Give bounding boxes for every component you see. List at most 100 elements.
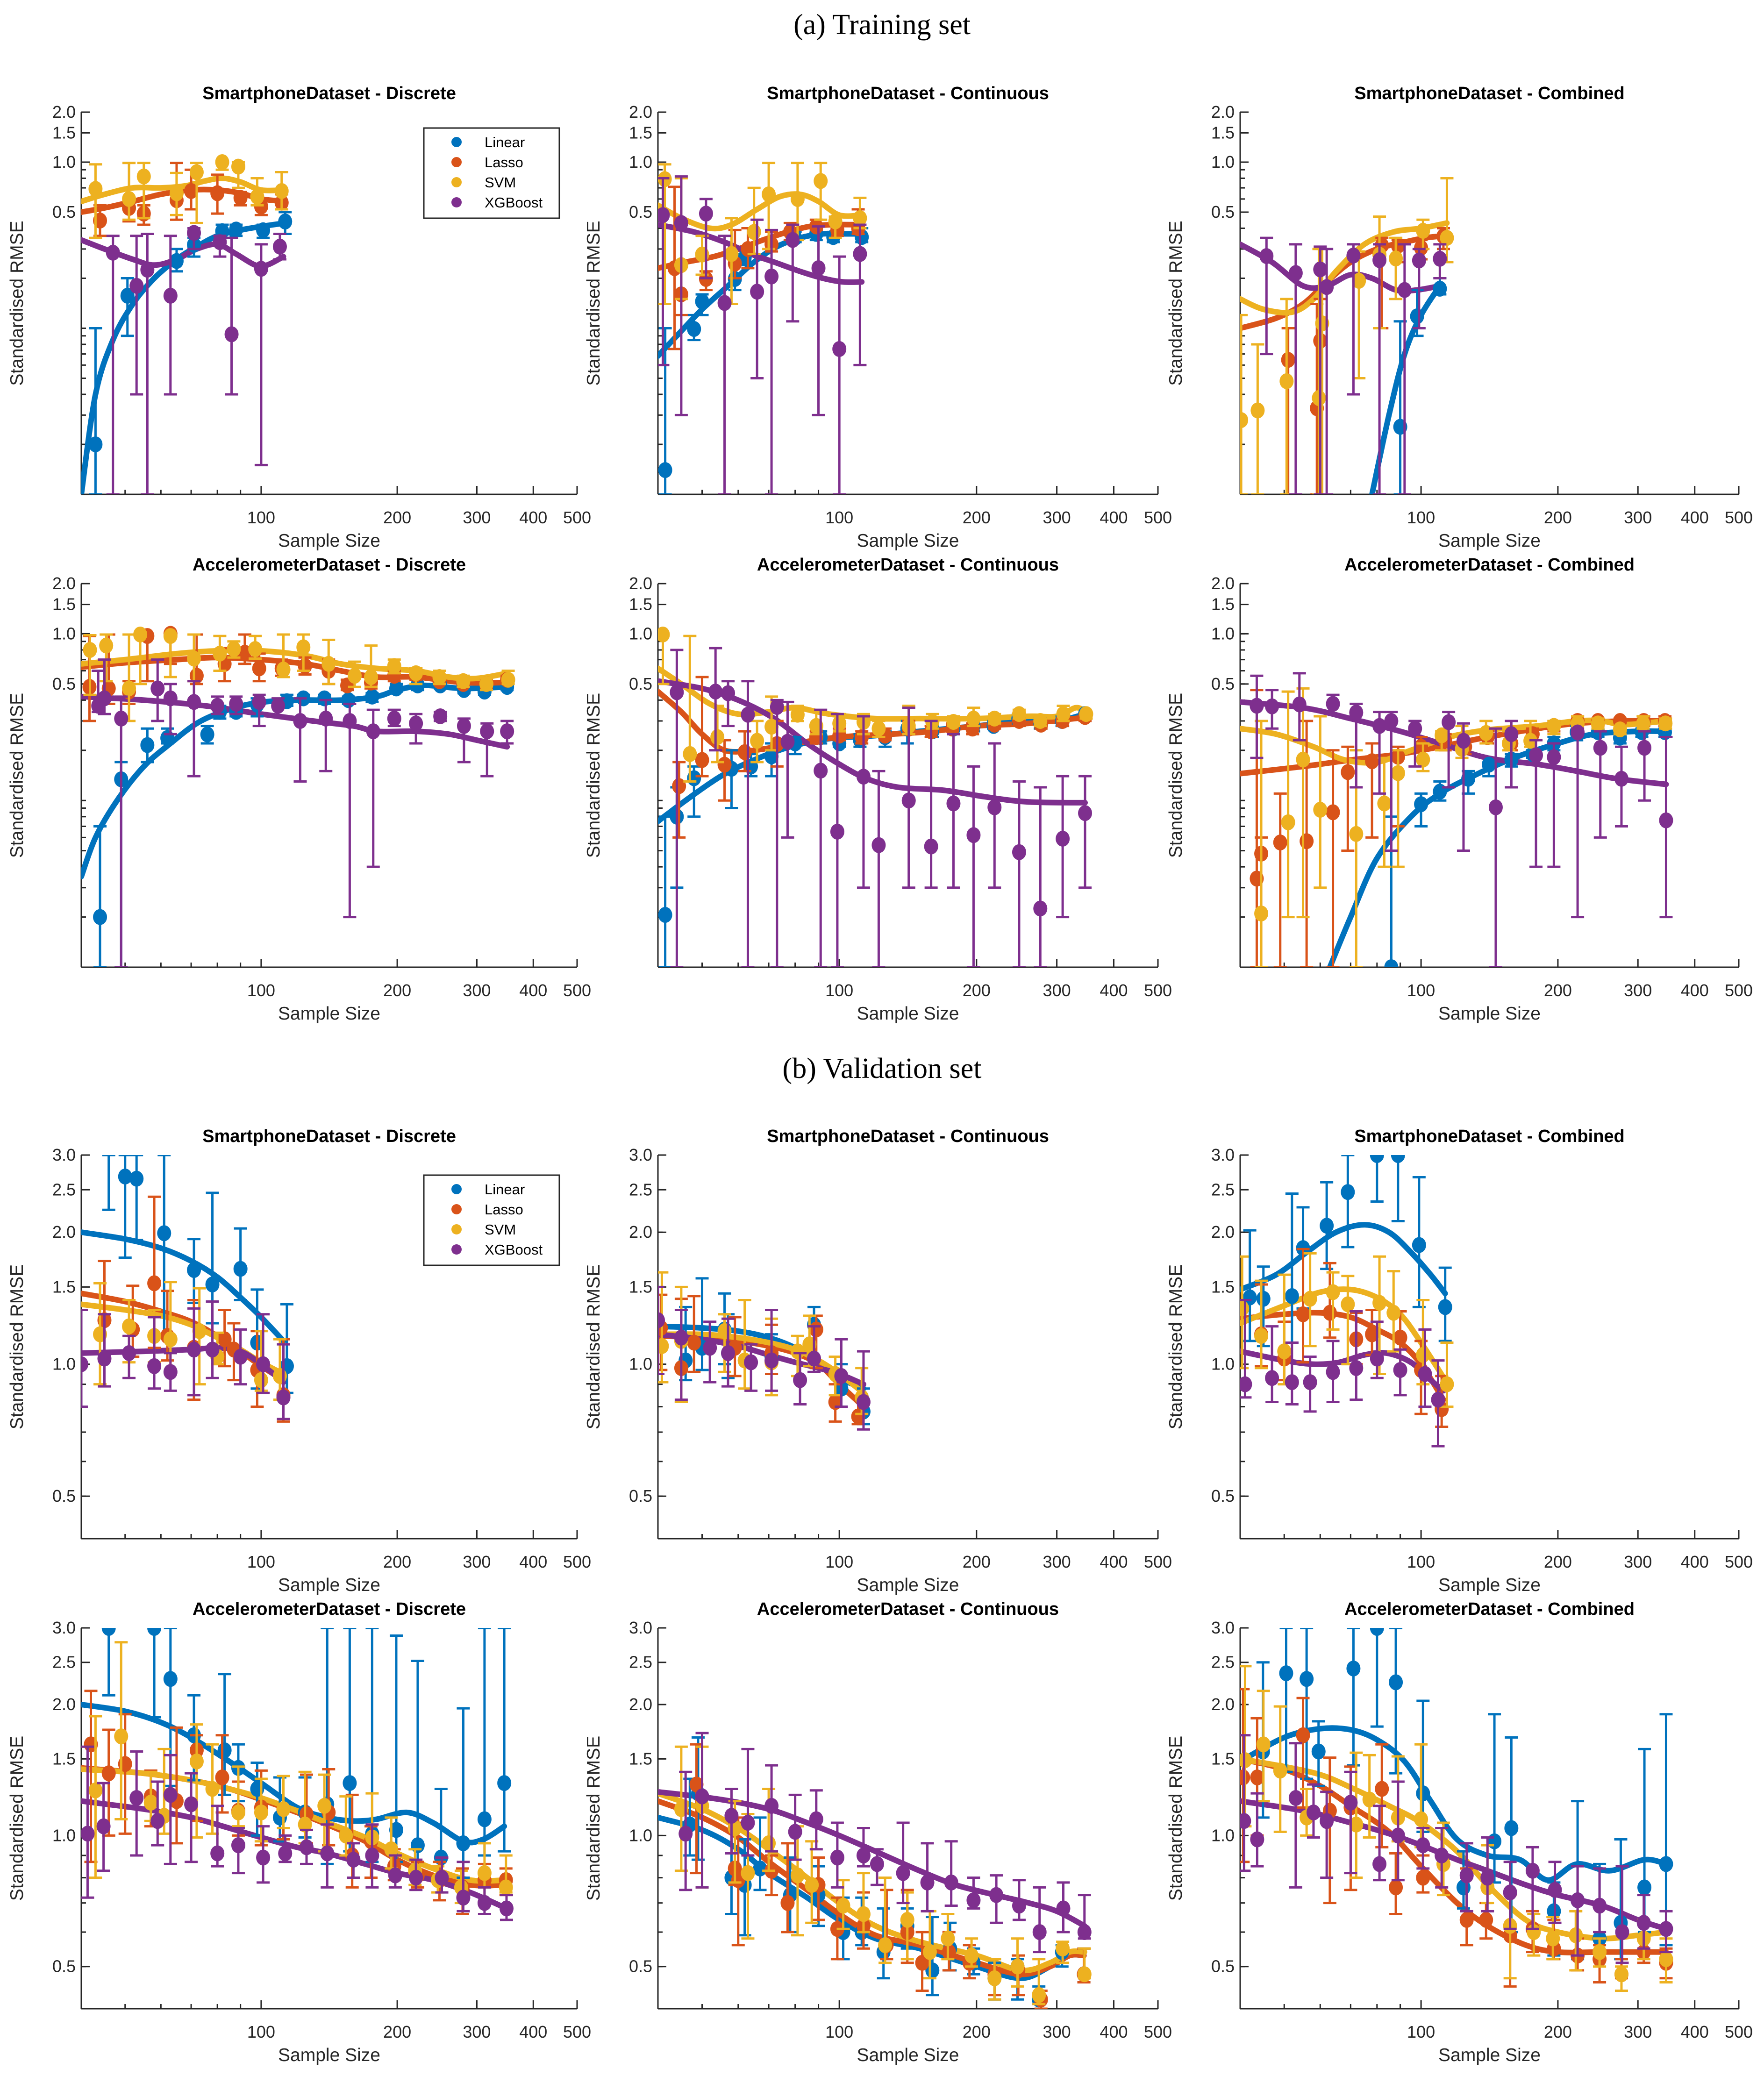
fit-curve-svm xyxy=(658,1791,1087,1974)
data-point xyxy=(163,690,178,706)
data-point xyxy=(272,1368,287,1384)
data-point xyxy=(163,287,178,304)
x-tick-label: 200 xyxy=(1544,508,1572,527)
panel-training-3: SmartphoneDataset - Combined 100 200 300 400… xyxy=(1166,84,1753,551)
panel-title: AccelerometerDataset - Discrete xyxy=(193,1599,466,1619)
panel-training-2: SmartphoneDataset - Continuous 100 200 300 4… xyxy=(584,84,1172,551)
data-point xyxy=(987,710,1002,727)
data-point xyxy=(1250,698,1264,714)
data-point xyxy=(1250,1769,1264,1785)
data-point xyxy=(1243,1289,1257,1306)
data-point xyxy=(853,210,867,226)
data-point xyxy=(1322,1305,1337,1321)
data-point xyxy=(1480,1869,1495,1886)
y-tick-label: 1.5 xyxy=(52,1277,76,1296)
data-point xyxy=(658,626,670,642)
data-point xyxy=(293,713,307,729)
data-point xyxy=(1461,770,1476,787)
data-point xyxy=(410,1837,425,1854)
data-point xyxy=(658,207,670,223)
legend-label-svm: SVM xyxy=(485,174,516,191)
data-point xyxy=(320,1845,335,1862)
data-point xyxy=(1503,1884,1517,1901)
panel-training-4: AccelerometerDataset - Discrete 100 200 300… xyxy=(7,555,591,1024)
legend-marker-linear xyxy=(451,137,462,147)
data-point xyxy=(224,326,239,342)
data-point xyxy=(347,668,362,684)
data-point xyxy=(477,1811,492,1827)
data-point xyxy=(1285,1288,1299,1304)
data-point xyxy=(96,1818,111,1834)
series-svm xyxy=(83,626,515,722)
plot-area xyxy=(81,1155,294,1423)
data-point xyxy=(184,1796,199,1812)
series-linear xyxy=(1243,1155,1452,1348)
data-point xyxy=(1571,1892,1585,1908)
data-point xyxy=(1431,1391,1445,1408)
data-point xyxy=(1320,1813,1334,1829)
x-tick-label: 500 xyxy=(1144,508,1172,527)
data-point xyxy=(1281,352,1295,368)
data-point xyxy=(1412,252,1426,269)
legend-marker-svm xyxy=(451,177,462,187)
panel-validation-3: SmartphoneDataset - Combined 100 200 300 400… xyxy=(1166,1127,1753,1595)
data-point xyxy=(81,1356,88,1372)
data-point xyxy=(252,694,266,710)
data-point xyxy=(256,222,271,238)
data-point xyxy=(256,1356,271,1372)
data-point xyxy=(1343,1795,1358,1811)
y-tick-label: 1.0 xyxy=(629,152,652,171)
data-point xyxy=(1352,272,1366,289)
y-axis-label: Standardised RMSE xyxy=(1166,1736,1186,1901)
data-point xyxy=(1370,1350,1384,1367)
data-point xyxy=(1077,1924,1092,1940)
data-point xyxy=(1303,1291,1317,1307)
data-point xyxy=(163,1787,178,1803)
data-point xyxy=(1614,770,1628,787)
data-point xyxy=(120,287,135,304)
data-point xyxy=(387,710,401,727)
y-tick-label: 2.0 xyxy=(1211,1222,1235,1241)
data-point xyxy=(762,1835,776,1851)
data-point xyxy=(1377,795,1392,812)
data-point xyxy=(753,1860,767,1876)
x-tick-label: 300 xyxy=(1624,508,1652,527)
data-point xyxy=(830,1849,844,1866)
data-point xyxy=(129,1170,144,1187)
data-point xyxy=(365,1847,379,1863)
data-point xyxy=(703,1340,717,1356)
y-axis-label: Standardised RMSE xyxy=(1166,1264,1186,1429)
data-point xyxy=(744,1354,758,1370)
series-xgboost xyxy=(1259,236,1447,494)
x-tick-label: 500 xyxy=(1725,508,1753,527)
y-tick-label: 1.0 xyxy=(1211,1355,1235,1374)
data-point xyxy=(1313,802,1328,818)
y-tick-label: 3.0 xyxy=(629,1618,652,1637)
panel-title: SmartphoneDataset - Discrete xyxy=(202,1127,456,1146)
data-point xyxy=(814,763,828,779)
data-point xyxy=(1418,1366,1432,1382)
fit-curve-linear xyxy=(81,1229,286,1344)
legend-label-xgboost: XGBoost xyxy=(485,194,543,211)
data-point xyxy=(187,694,201,710)
x-tick-label: 300 xyxy=(463,1552,491,1571)
data-point xyxy=(1277,1343,1292,1360)
data-point xyxy=(941,1930,955,1947)
data-point xyxy=(1296,751,1310,768)
data-point xyxy=(741,1865,755,1881)
data-point xyxy=(1273,835,1287,851)
data-point xyxy=(456,1835,471,1851)
data-point xyxy=(229,221,243,238)
data-point xyxy=(1288,265,1303,281)
x-tick-label: 500 xyxy=(563,2022,591,2041)
data-point xyxy=(1386,1305,1401,1321)
data-point xyxy=(1032,1924,1047,1940)
data-point xyxy=(920,1874,935,1891)
x-tick-label: 500 xyxy=(1725,1552,1753,1571)
data-point xyxy=(1408,721,1422,737)
x-axis-label: Sample Size xyxy=(857,1575,959,1595)
data-point xyxy=(717,756,732,773)
data-point xyxy=(1548,1882,1562,1898)
data-point xyxy=(97,1350,112,1367)
data-point xyxy=(809,1811,823,1827)
